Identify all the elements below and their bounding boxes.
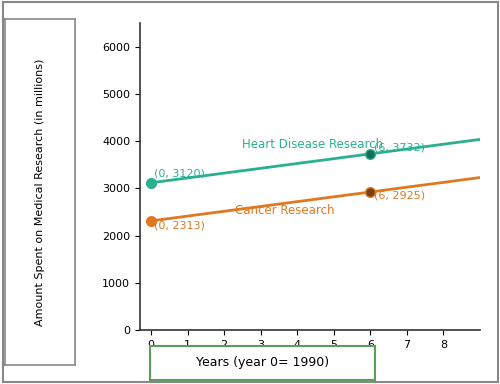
Text: Years (year 0= 1990): Years (year 0= 1990) (196, 356, 329, 369)
Text: (0, 2313): (0, 2313) (154, 220, 205, 230)
Text: (6, 3732): (6, 3732) (374, 142, 425, 152)
Text: Heart Disease Research: Heart Disease Research (242, 138, 384, 151)
Text: (6, 2925): (6, 2925) (374, 190, 425, 200)
Text: (0, 3120): (0, 3120) (154, 168, 205, 178)
Text: Amount Spent on Medical Research (in millions): Amount Spent on Medical Research (in mil… (35, 58, 45, 326)
Text: Cancer Research: Cancer Research (235, 204, 334, 217)
